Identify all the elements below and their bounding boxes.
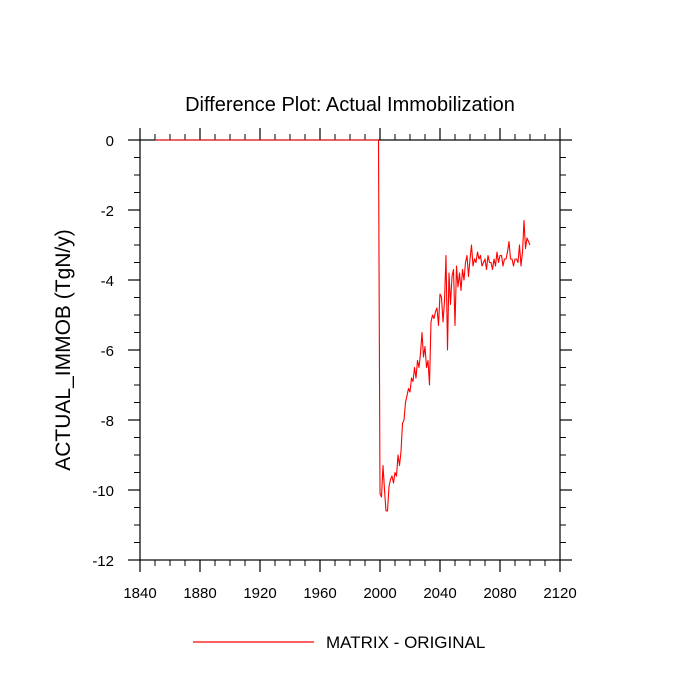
x-tick-labels: 1840 1880 1920 1960 2000 2040 2080 2120 bbox=[123, 585, 576, 602]
y-tick-label: -2 bbox=[101, 203, 114, 220]
y-tick-label: 0 bbox=[106, 133, 114, 150]
x-tick-label: 2000 bbox=[363, 585, 396, 602]
y-axis-title: ACTUAL_IMMOB (TgN/y) bbox=[52, 229, 75, 471]
y-tick-label: -12 bbox=[92, 553, 114, 570]
series-layer bbox=[155, 139, 531, 512]
legend: MATRIX - ORIGINAL bbox=[193, 633, 485, 652]
y-tick-labels: 0 -2 -4 -6 -8 -10 -12 bbox=[92, 133, 114, 570]
y-tick-label: -8 bbox=[101, 413, 114, 430]
x-tick-label: 1920 bbox=[243, 585, 276, 602]
legend-label: MATRIX - ORIGINAL bbox=[326, 633, 485, 652]
x-tick-label: 1840 bbox=[123, 585, 156, 602]
y-tick-label: -10 bbox=[92, 483, 114, 500]
series-line-0 bbox=[155, 139, 531, 512]
x-tick-label: 2040 bbox=[423, 585, 456, 602]
major-ticks bbox=[128, 128, 572, 572]
x-tick-label: 1880 bbox=[183, 585, 216, 602]
minor-ticks bbox=[134, 134, 566, 566]
plot-frame bbox=[139, 139, 561, 561]
x-tick-label: 2080 bbox=[483, 585, 516, 602]
x-tick-label: 1960 bbox=[303, 585, 336, 602]
plot-border bbox=[139, 139, 561, 561]
y-tick-label: -4 bbox=[101, 273, 114, 290]
chart-title: Difference Plot: Actual Immobilization bbox=[185, 94, 515, 116]
y-tick-label: -6 bbox=[101, 343, 114, 360]
x-tick-label: 2120 bbox=[543, 585, 576, 602]
